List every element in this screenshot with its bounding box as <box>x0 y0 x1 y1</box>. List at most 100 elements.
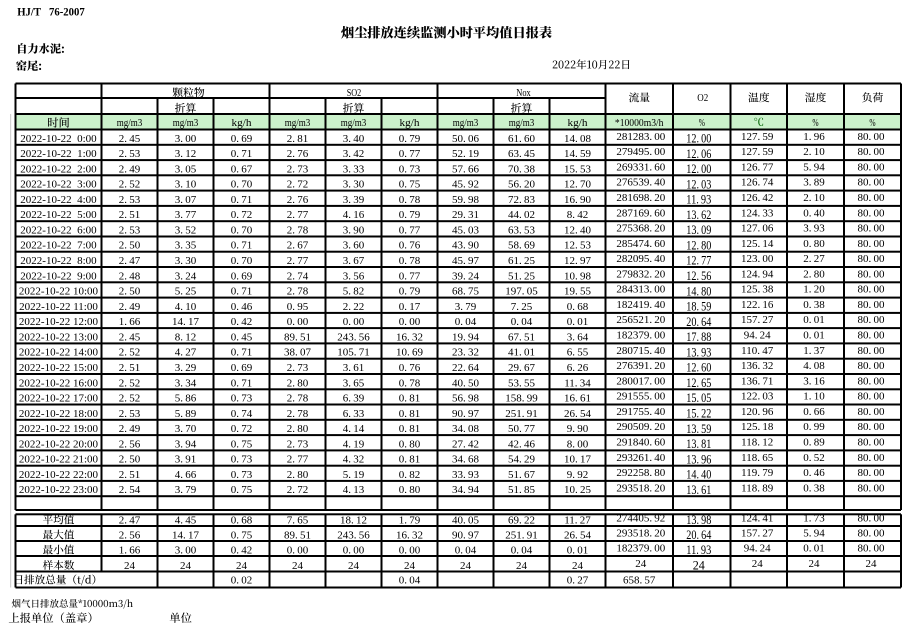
svg-text:5. 86: 5. 86 <box>175 393 197 405</box>
svg-text:67. 51: 67. 51 <box>508 331 535 343</box>
svg-text:0. 02: 0. 02 <box>231 575 252 587</box>
svg-text:281698. 20: 281698. 20 <box>616 192 665 204</box>
svg-text:0. 01: 0. 01 <box>803 314 824 326</box>
svg-text:56. 20: 56. 20 <box>508 179 535 191</box>
svg-text:29. 67: 29. 67 <box>508 362 535 374</box>
svg-text:4. 32: 4. 32 <box>343 454 364 466</box>
svg-text:50. 06: 50. 06 <box>452 133 479 145</box>
svg-text:0. 73: 0. 73 <box>231 454 253 466</box>
svg-text:287169. 60: 287169. 60 <box>616 207 665 219</box>
svg-text:4. 27: 4. 27 <box>175 347 197 359</box>
svg-text:3. 35: 3. 35 <box>175 240 197 252</box>
svg-text:243. 56: 243. 56 <box>337 530 370 542</box>
svg-text:2. 52: 2. 52 <box>119 393 140 405</box>
svg-text:0. 42: 0. 42 <box>231 316 252 328</box>
svg-text:275368. 20: 275368. 20 <box>616 223 665 235</box>
svg-text:2022-10-22 23:00: 2022-10-22 23:00 <box>19 484 99 496</box>
svg-text:10. 17: 10. 17 <box>564 454 591 466</box>
svg-text:12. 60: 12. 60 <box>686 361 711 375</box>
svg-text:24: 24 <box>348 560 360 572</box>
svg-text:3. 05: 3. 05 <box>175 163 197 175</box>
svg-text:61. 60: 61. 60 <box>508 133 535 145</box>
svg-text:13. 93: 13. 93 <box>686 345 711 359</box>
svg-text:3. 79: 3. 79 <box>175 484 197 496</box>
svg-text:2. 73: 2. 73 <box>287 438 309 450</box>
svg-text:8. 12: 8. 12 <box>175 331 196 343</box>
svg-text:2022-10-22 0:00: 2022-10-22 0:00 <box>20 133 97 145</box>
svg-text:12. 40: 12. 40 <box>564 225 591 237</box>
svg-text:14. 17: 14. 17 <box>172 530 199 542</box>
svg-text:0. 99: 0. 99 <box>803 421 825 433</box>
svg-text:3. 00: 3. 00 <box>175 545 197 557</box>
svg-text:13. 98: 13. 98 <box>686 513 711 527</box>
svg-text:3. 30: 3. 30 <box>343 179 365 191</box>
svg-text:24: 24 <box>460 560 472 572</box>
svg-text:13. 62: 13. 62 <box>686 208 711 222</box>
svg-text:12. 00: 12. 00 <box>686 162 711 176</box>
svg-text:12. 56: 12. 56 <box>686 269 711 283</box>
svg-text:24: 24 <box>572 560 584 572</box>
svg-text:2. 53: 2. 53 <box>119 148 141 160</box>
svg-text:29. 31: 29. 31 <box>452 209 479 221</box>
svg-text:3. 70: 3. 70 <box>175 423 197 435</box>
svg-text:105. 71: 105. 71 <box>337 347 369 359</box>
svg-text:2. 78: 2. 78 <box>287 408 309 420</box>
svg-text:125. 14: 125. 14 <box>741 238 774 250</box>
svg-text:0. 75: 0. 75 <box>231 484 253 496</box>
svg-text:293518. 20: 293518. 20 <box>616 482 665 494</box>
svg-text:0. 00: 0. 00 <box>287 545 309 557</box>
svg-text:0. 70: 0. 70 <box>231 255 253 267</box>
svg-text:2. 51: 2. 51 <box>119 469 140 481</box>
svg-text:0. 00: 0. 00 <box>399 545 421 557</box>
svg-text:2022-10-22 15:00: 2022-10-22 15:00 <box>19 362 99 374</box>
svg-text:122. 03: 122. 03 <box>741 391 774 403</box>
svg-text:0. 75: 0. 75 <box>231 438 253 450</box>
svg-text:2. 22: 2. 22 <box>343 301 364 313</box>
svg-text:5. 25: 5. 25 <box>175 286 197 298</box>
svg-text:80. 00: 80. 00 <box>858 482 885 494</box>
svg-text:0. 75: 0. 75 <box>399 179 421 191</box>
svg-text:0. 74: 0. 74 <box>231 408 253 420</box>
svg-text:15. 53: 15. 53 <box>564 163 591 175</box>
svg-text:24: 24 <box>516 560 528 572</box>
svg-text:13. 81: 13. 81 <box>686 437 711 451</box>
svg-text:80. 00: 80. 00 <box>858 207 885 219</box>
svg-text:2. 51: 2. 51 <box>119 362 140 374</box>
svg-text:3. 89: 3. 89 <box>803 177 825 189</box>
svg-text:281283. 00: 281283. 00 <box>616 131 665 143</box>
svg-text:2022-10-22 19:00: 2022-10-22 19:00 <box>19 423 99 435</box>
svg-text:24: 24 <box>180 560 192 572</box>
svg-text:6. 55: 6. 55 <box>567 347 589 359</box>
svg-text:182419. 40: 182419. 40 <box>616 299 665 311</box>
svg-text:19. 94: 19. 94 <box>452 331 479 343</box>
svg-text:16. 32: 16. 32 <box>396 331 423 343</box>
svg-text:126. 77: 126. 77 <box>741 161 774 173</box>
svg-text:4. 13: 4. 13 <box>343 484 365 496</box>
svg-text:17. 88: 17. 88 <box>686 330 711 344</box>
svg-text:4. 45: 4. 45 <box>175 515 197 527</box>
svg-text:2. 45: 2. 45 <box>119 331 141 343</box>
svg-text:45. 92: 45. 92 <box>452 179 479 191</box>
svg-text:80. 00: 80. 00 <box>858 284 885 296</box>
svg-text:0. 79: 0. 79 <box>399 286 421 298</box>
svg-text:0. 76: 0. 76 <box>399 240 421 252</box>
svg-text:125. 18: 125. 18 <box>741 421 774 433</box>
svg-text:16. 32: 16. 32 <box>396 530 423 542</box>
svg-text:0. 45: 0. 45 <box>231 331 253 343</box>
svg-text:12. 00: 12. 00 <box>686 132 711 146</box>
svg-text:5. 89: 5. 89 <box>175 408 197 420</box>
svg-text:0. 00: 0. 00 <box>343 316 365 328</box>
svg-text:5. 82: 5. 82 <box>343 286 364 298</box>
svg-text:2022-10-22 4:00: 2022-10-22 4:00 <box>20 194 97 206</box>
svg-text:80. 00: 80. 00 <box>858 131 885 143</box>
svg-text:0. 73: 0. 73 <box>231 393 253 405</box>
svg-text:3. 24: 3. 24 <box>175 270 197 282</box>
svg-text:2022-10-22 8:00: 2022-10-22 8:00 <box>20 255 97 267</box>
svg-text:0. 77: 0. 77 <box>399 148 421 160</box>
svg-text:118. 89: 118. 89 <box>741 482 774 494</box>
svg-text:61. 25: 61. 25 <box>508 255 535 267</box>
svg-text:2. 47: 2. 47 <box>119 515 141 527</box>
svg-text:80. 00: 80. 00 <box>858 467 885 479</box>
svg-text:0. 04: 0. 04 <box>399 575 421 587</box>
svg-text:1. 79: 1. 79 <box>399 515 421 527</box>
